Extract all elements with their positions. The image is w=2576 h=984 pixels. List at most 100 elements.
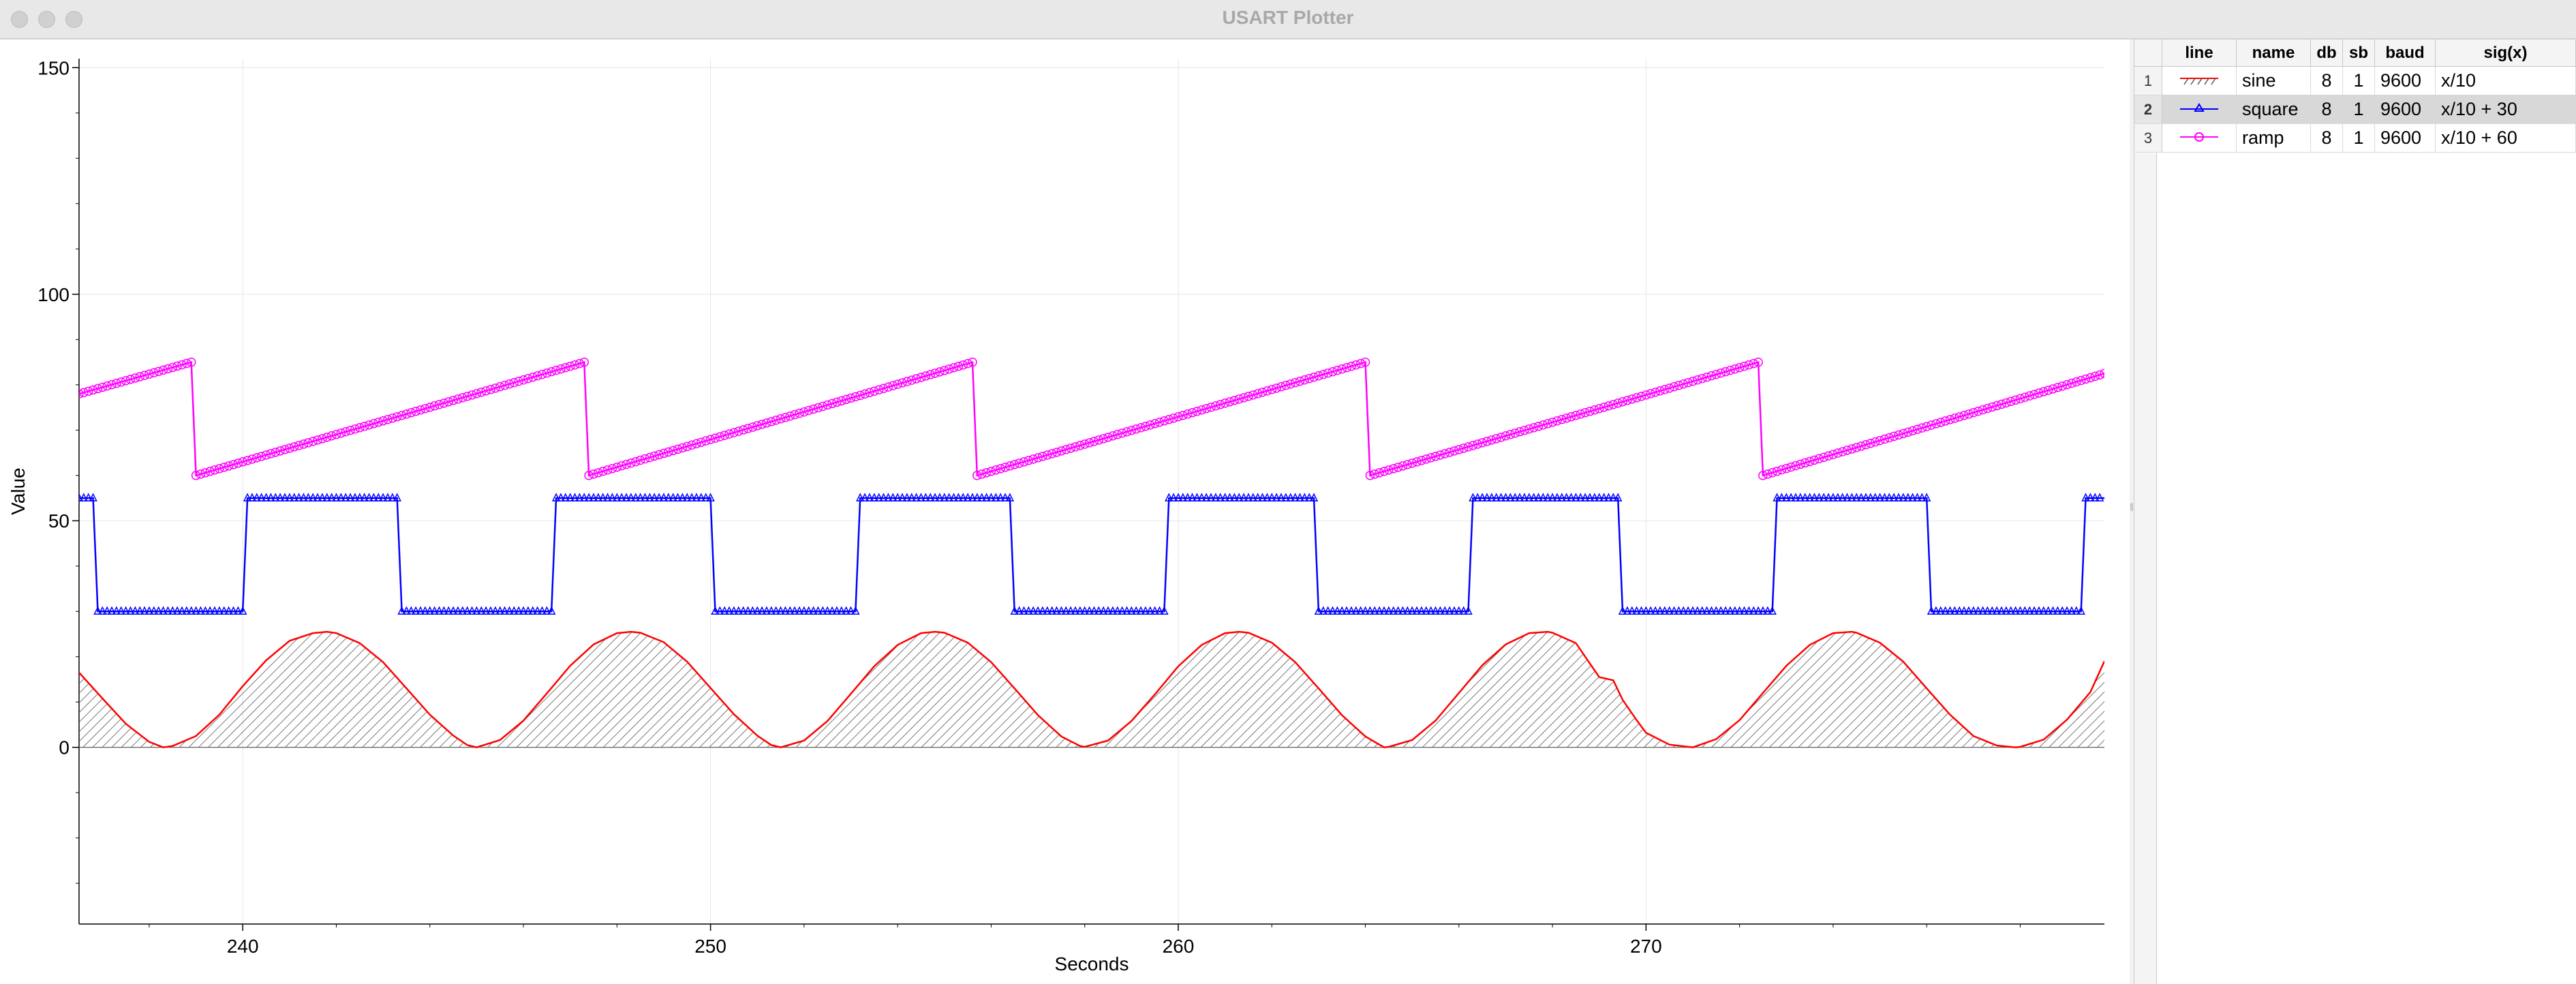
ramp-marker bbox=[846, 393, 856, 403]
ramp-marker bbox=[336, 428, 346, 438]
ramp-marker bbox=[1009, 459, 1019, 470]
square-marker bbox=[318, 493, 327, 502]
table-row-ramp[interactable]: 3 ramp 8 1 9600 x/10 + 60 bbox=[2134, 123, 2576, 153]
ramp-marker bbox=[1056, 446, 1067, 456]
sig-cell[interactable]: x/10 + 60 bbox=[2435, 123, 2576, 153]
row-number[interactable]: 2 bbox=[2134, 95, 2162, 124]
ramp-marker bbox=[1805, 457, 1815, 466]
db-cell[interactable]: 8 bbox=[2310, 95, 2343, 124]
square-marker bbox=[743, 606, 752, 615]
ramp-marker bbox=[776, 414, 786, 424]
col-header-baud[interactable]: baud bbox=[2374, 40, 2436, 67]
ramp-marker bbox=[888, 381, 898, 390]
name-cell[interactable]: ramp bbox=[2236, 123, 2311, 153]
splitter-grip-icon[interactable] bbox=[2130, 503, 2133, 511]
ramp-marker bbox=[1033, 452, 1043, 463]
db-cell[interactable]: 8 bbox=[2310, 123, 2343, 153]
ramp-marker bbox=[144, 369, 154, 379]
ramp-marker bbox=[589, 469, 598, 479]
sb-cell[interactable]: 1 bbox=[2342, 66, 2375, 95]
name-cell[interactable]: sine bbox=[2236, 66, 2311, 95]
ramp-marker bbox=[692, 439, 701, 448]
line-style-cell[interactable] bbox=[2162, 66, 2237, 95]
close-window-button[interactable] bbox=[11, 11, 28, 28]
panel-splitter[interactable] bbox=[2130, 40, 2134, 984]
ramp-marker bbox=[626, 458, 636, 468]
square-marker bbox=[1099, 606, 1108, 615]
ramp-marker bbox=[1875, 435, 1885, 446]
baud-cell[interactable]: 9600 bbox=[2374, 95, 2436, 124]
square-marker bbox=[954, 493, 963, 502]
square-marker bbox=[1903, 493, 1912, 502]
ramp-marker bbox=[1473, 439, 1483, 449]
col-header-db[interactable]: db bbox=[2310, 40, 2343, 67]
ramp-marker bbox=[355, 422, 365, 433]
square-marker bbox=[365, 493, 373, 502]
ramp-marker bbox=[944, 364, 954, 374]
table-row-sine[interactable]: 1 sine 8 1 9600 x/10 bbox=[2134, 66, 2576, 95]
ramp-marker bbox=[1716, 368, 1726, 378]
ramp-marker bbox=[1870, 437, 1880, 447]
sb-cell[interactable]: 1 bbox=[2342, 95, 2375, 124]
col-header-name[interactable]: name bbox=[2236, 40, 2311, 67]
square-marker bbox=[168, 606, 177, 615]
ramp-marker bbox=[215, 463, 224, 474]
sb-cell[interactable]: 1 bbox=[2342, 123, 2375, 153]
ramp-marker bbox=[1122, 427, 1132, 437]
sine-series-line bbox=[79, 630, 2104, 748]
ramp-marker bbox=[1197, 405, 1207, 415]
row-number[interactable]: 3 bbox=[2134, 123, 2162, 153]
line-style-cell[interactable] bbox=[2162, 123, 2237, 153]
sig-cell[interactable]: x/10 bbox=[2435, 66, 2576, 95]
square-marker bbox=[1838, 493, 1847, 502]
ramp-marker bbox=[1319, 369, 1328, 380]
square-marker bbox=[1248, 493, 1258, 502]
ramp-marker bbox=[2039, 387, 2049, 397]
square-marker bbox=[1080, 606, 1089, 615]
square-marker bbox=[1094, 606, 1103, 615]
line-style-cell[interactable] bbox=[2162, 95, 2237, 124]
zoom-window-button[interactable] bbox=[65, 11, 82, 28]
square-marker bbox=[1885, 493, 1894, 502]
square-marker bbox=[1131, 606, 1141, 615]
square-marker bbox=[1028, 606, 1038, 615]
square-marker bbox=[89, 493, 97, 502]
ramp-marker bbox=[1880, 434, 1890, 444]
sig-cell[interactable]: x/10 + 30 bbox=[2435, 95, 2576, 124]
square-marker bbox=[1398, 606, 1407, 615]
square-marker bbox=[1314, 606, 1323, 615]
row-number[interactable]: 1 bbox=[2134, 66, 2162, 95]
col-header-sig[interactable]: sig(x) bbox=[2435, 40, 2576, 67]
table-row-square[interactable]: 2 square 8 1 9600 x/10 + 30 bbox=[2134, 95, 2576, 124]
ramp-marker bbox=[271, 447, 281, 457]
db-cell[interactable]: 8 bbox=[2310, 66, 2343, 95]
plot-area[interactable]: 240 250 260 270 0 50 100 150 Seconds Value bbox=[0, 40, 2130, 984]
square-marker bbox=[519, 606, 528, 615]
ramp-marker bbox=[1482, 436, 1492, 446]
square-marker bbox=[463, 606, 472, 615]
ramp-marker bbox=[1777, 465, 1787, 475]
square-marker bbox=[1323, 606, 1332, 615]
name-cell[interactable]: square bbox=[2236, 95, 2311, 124]
square-marker bbox=[407, 606, 416, 615]
ramp-marker bbox=[112, 378, 121, 388]
ramp-marker bbox=[1824, 451, 1833, 461]
square-marker bbox=[626, 493, 636, 502]
ramp-marker bbox=[1922, 422, 1931, 431]
col-header-sb[interactable]: sb bbox=[2342, 40, 2375, 67]
baud-cell[interactable]: 9600 bbox=[2374, 123, 2436, 153]
ramp-marker bbox=[346, 425, 355, 435]
square-marker bbox=[1740, 606, 1749, 615]
table-corner[interactable] bbox=[2134, 40, 2162, 67]
baud-cell[interactable]: 9600 bbox=[2374, 66, 2436, 95]
minimize-window-button[interactable] bbox=[38, 11, 55, 28]
square-marker bbox=[1660, 606, 1670, 615]
ramp-marker bbox=[1758, 470, 1768, 480]
square-marker bbox=[846, 606, 855, 615]
square-marker bbox=[935, 493, 945, 502]
ramp-marker bbox=[1706, 371, 1717, 381]
ramp-marker bbox=[1375, 467, 1384, 478]
square-marker bbox=[182, 606, 191, 615]
col-header-line[interactable]: line bbox=[2162, 40, 2237, 67]
plot-canvas[interactable]: 240 250 260 270 0 50 100 150 Seconds Value bbox=[0, 40, 2130, 984]
